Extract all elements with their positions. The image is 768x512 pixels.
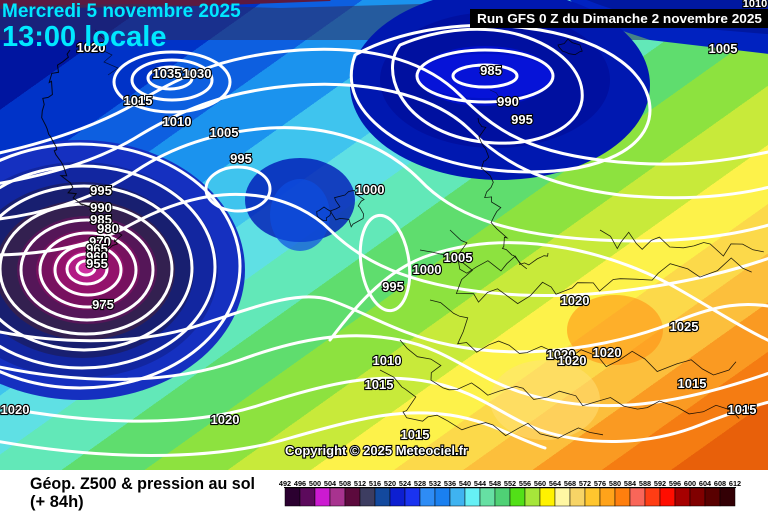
svg-text:1005: 1005 — [210, 125, 239, 140]
svg-text:1010: 1010 — [163, 114, 192, 129]
svg-text:608: 608 — [714, 479, 726, 488]
svg-text:1015: 1015 — [678, 376, 707, 391]
svg-text:1020: 1020 — [211, 412, 240, 427]
svg-text:1020: 1020 — [558, 353, 587, 368]
svg-text:576: 576 — [594, 479, 606, 488]
svg-text:1025: 1025 — [670, 319, 699, 334]
svg-text:1035: 1035 — [153, 66, 182, 81]
svg-text:Mercredi 5 novembre 2025: Mercredi 5 novembre 2025 — [2, 1, 241, 22]
svg-text:536: 536 — [444, 479, 456, 488]
svg-text:512: 512 — [354, 479, 366, 488]
svg-text:1015: 1015 — [728, 402, 757, 417]
svg-text:528: 528 — [414, 479, 426, 488]
svg-text:1015: 1015 — [365, 377, 394, 392]
svg-text:1000: 1000 — [356, 182, 385, 197]
svg-text:975: 975 — [92, 297, 114, 312]
svg-text:568: 568 — [564, 479, 576, 488]
svg-text:504: 504 — [324, 479, 337, 488]
svg-text:612: 612 — [729, 479, 741, 488]
svg-text:516: 516 — [369, 479, 381, 488]
svg-text:1005: 1005 — [444, 250, 473, 265]
svg-text:990: 990 — [497, 94, 519, 109]
svg-text:985: 985 — [480, 63, 502, 78]
svg-text:1020: 1020 — [561, 293, 590, 308]
svg-text:540: 540 — [459, 479, 471, 488]
svg-text:995: 995 — [230, 151, 252, 166]
svg-text:588: 588 — [639, 479, 651, 488]
svg-text:580: 580 — [609, 479, 621, 488]
svg-text:556: 556 — [519, 479, 531, 488]
svg-text:1005: 1005 — [709, 41, 738, 56]
svg-text:572: 572 — [579, 479, 591, 488]
svg-text:564: 564 — [549, 479, 562, 488]
svg-text:1030: 1030 — [183, 66, 212, 81]
svg-text:995: 995 — [511, 112, 533, 127]
svg-text:544: 544 — [474, 479, 487, 488]
svg-text:Copyright © 2025 Meteociel.fr: Copyright © 2025 Meteociel.fr — [285, 443, 468, 458]
svg-text:492: 492 — [279, 479, 291, 488]
svg-text:995: 995 — [382, 279, 404, 294]
svg-text:600: 600 — [684, 479, 696, 488]
svg-text:955: 955 — [86, 256, 108, 271]
svg-text:520: 520 — [384, 479, 396, 488]
svg-text:592: 592 — [654, 479, 666, 488]
svg-text:Run GFS 0 Z du Dimanche 2 nove: Run GFS 0 Z du Dimanche 2 novembre 2025 — [477, 11, 762, 26]
svg-text:1000: 1000 — [413, 262, 442, 277]
svg-text:(+ 84h): (+ 84h) — [30, 493, 84, 511]
svg-text:532: 532 — [429, 479, 441, 488]
svg-text:596: 596 — [669, 479, 681, 488]
svg-text:Géop. Z500 & pression au sol: Géop. Z500 & pression au sol — [30, 475, 255, 493]
svg-text:548: 548 — [489, 479, 501, 488]
svg-text:560: 560 — [534, 479, 546, 488]
svg-text:995: 995 — [90, 183, 112, 198]
svg-text:604: 604 — [699, 479, 712, 488]
svg-text:1015: 1015 — [124, 93, 153, 108]
svg-text:1010: 1010 — [743, 0, 767, 10]
svg-text:524: 524 — [399, 479, 412, 488]
svg-text:500: 500 — [309, 479, 321, 488]
svg-text:1020: 1020 — [593, 345, 622, 360]
svg-text:508: 508 — [339, 479, 351, 488]
svg-text:552: 552 — [504, 479, 516, 488]
svg-text:1020: 1020 — [1, 402, 30, 417]
svg-text:496: 496 — [294, 479, 306, 488]
svg-text:13:00 locale: 13:00 locale — [2, 21, 166, 53]
svg-text:1010: 1010 — [373, 353, 402, 368]
svg-text:584: 584 — [624, 479, 637, 488]
svg-text:1015: 1015 — [401, 427, 430, 442]
